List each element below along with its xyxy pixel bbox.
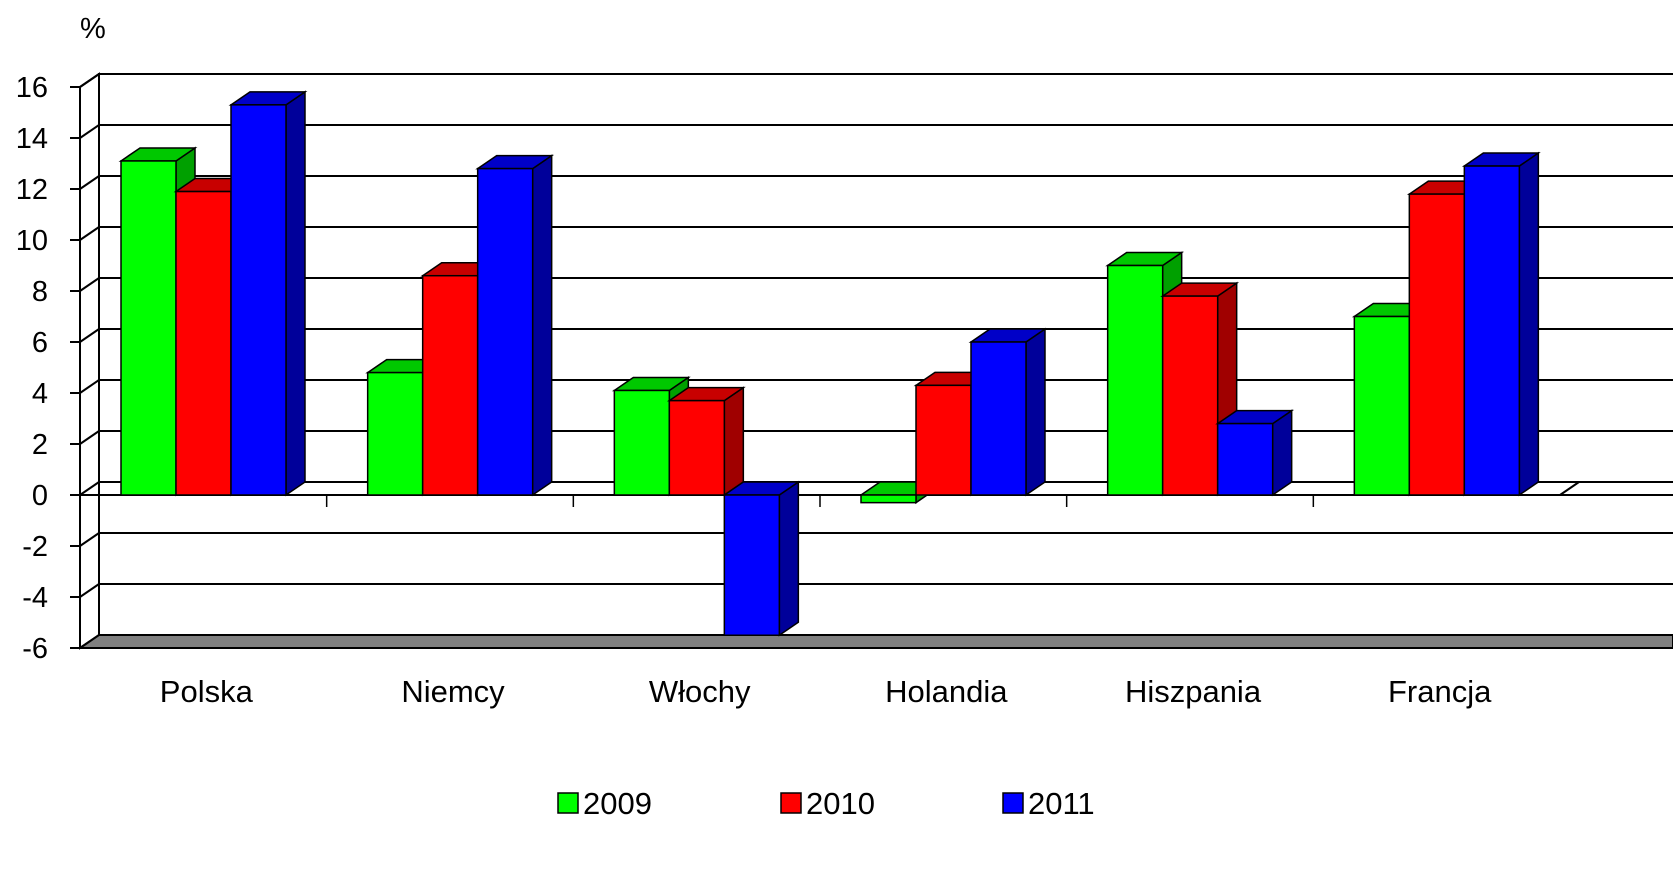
bar-side xyxy=(778,480,800,637)
gridline-side xyxy=(79,532,100,547)
category-label: Francja xyxy=(1388,674,1492,709)
x-axis-labels: Polska Niemcy Włochy Holandia Hiszpania Franc… xyxy=(160,674,1492,709)
y-axis-unit-label: % xyxy=(80,13,106,45)
legend: 2009 2010 2011 xyxy=(557,786,1095,821)
y-tick-label: 2 xyxy=(32,429,48,461)
bar-front xyxy=(668,399,726,496)
bar-side xyxy=(531,154,553,497)
bar-front xyxy=(1408,193,1466,496)
y-tick-label: 8 xyxy=(32,276,48,308)
legend-item: 2011 xyxy=(1002,786,1095,821)
bar xyxy=(666,386,746,497)
bar-front xyxy=(476,167,534,496)
y-tick-label: 12 xyxy=(16,174,48,206)
y-tick-label: 14 xyxy=(16,123,48,155)
bar xyxy=(913,370,993,497)
bar-front xyxy=(915,384,972,496)
side-wall xyxy=(79,72,100,650)
legend-swatch xyxy=(1002,792,1024,814)
bar-side xyxy=(723,386,745,497)
legend-label: 2009 xyxy=(583,786,652,821)
legend-swatch xyxy=(557,792,579,814)
bar-front xyxy=(230,104,287,496)
chart-floor xyxy=(76,634,1673,649)
y-tick-label: -2 xyxy=(22,531,48,563)
y-tick-label: -4 xyxy=(22,582,48,614)
bar-front xyxy=(723,494,781,636)
bar-front xyxy=(1161,295,1219,496)
category-label: Niemcy xyxy=(401,674,505,709)
legend-label: 2011 xyxy=(1028,786,1095,821)
bar-front xyxy=(613,389,671,496)
category-label: Holandia xyxy=(885,674,1008,709)
bar xyxy=(228,90,308,497)
bar xyxy=(721,480,801,637)
y-tick-label: 4 xyxy=(32,378,48,410)
bar-front xyxy=(421,274,479,496)
bar xyxy=(475,154,555,497)
bar xyxy=(1461,151,1541,497)
legend-item: 2009 xyxy=(557,786,652,821)
gridline-side xyxy=(79,583,100,598)
category-label: Polska xyxy=(160,674,254,709)
zero-line-depth xyxy=(1559,481,1580,496)
legend-item: 2010 xyxy=(780,786,875,821)
bar-front xyxy=(860,494,917,504)
bar-front xyxy=(1463,165,1521,496)
bar xyxy=(1215,409,1295,497)
bar-side xyxy=(1518,151,1540,497)
gridline-side xyxy=(79,328,100,343)
gridline-side xyxy=(79,73,100,88)
bar-front xyxy=(366,371,424,496)
legend-swatch xyxy=(780,792,802,814)
legend-label: 2010 xyxy=(806,786,875,821)
bar-front xyxy=(970,341,1027,496)
gridline-side xyxy=(79,226,100,241)
bar xyxy=(968,327,1048,497)
bar-front xyxy=(1216,422,1274,496)
y-tick-label: -6 xyxy=(22,633,48,665)
category-label: Włochy xyxy=(649,674,751,709)
gridline-side xyxy=(79,481,100,496)
category-label: Hiszpania xyxy=(1125,674,1262,709)
y-tick-label: 16 xyxy=(16,72,48,104)
y-axis: 16 14 12 10 8 6 4 2 0 -2 -4 -6 xyxy=(16,72,1315,665)
gridline-side xyxy=(79,277,100,292)
bar-front xyxy=(1106,264,1164,496)
gridline-side xyxy=(79,379,100,394)
y-tick-label: 10 xyxy=(16,225,48,257)
gridline-side xyxy=(79,124,100,139)
bar-side xyxy=(285,90,306,497)
bar-front xyxy=(175,190,232,496)
y-tick-label: 6 xyxy=(32,327,48,359)
bar-front xyxy=(1353,315,1411,496)
floor xyxy=(76,634,1673,649)
y-tick-label: 0 xyxy=(32,480,48,512)
bar-front xyxy=(120,160,177,496)
gridline-side xyxy=(79,175,100,190)
bar-side xyxy=(1025,327,1046,497)
gridline-side xyxy=(79,430,100,445)
bars xyxy=(118,90,1541,637)
bar-side xyxy=(1271,409,1293,497)
